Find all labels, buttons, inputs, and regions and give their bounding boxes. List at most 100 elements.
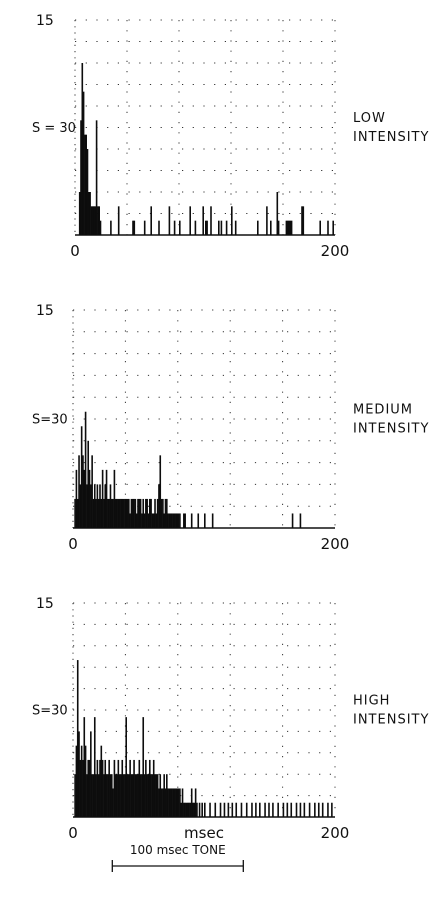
histogram-bar <box>86 484 88 528</box>
histogram-bar <box>163 774 165 817</box>
histogram-bar <box>120 498 122 528</box>
histogram-bar <box>231 206 233 235</box>
histogram-bar <box>142 498 145 528</box>
histogram-bar <box>150 774 152 817</box>
histogram-bar <box>202 206 204 235</box>
histogram-bar <box>76 498 79 528</box>
histogram-bar <box>107 498 109 528</box>
histogram-bar <box>79 759 82 817</box>
histogram-bar <box>151 513 154 528</box>
histogram-bar <box>214 802 217 817</box>
histogram-bar <box>125 717 127 817</box>
histogram-bar <box>317 802 320 817</box>
histogram-bar <box>197 513 200 528</box>
histogram-bar <box>90 731 92 817</box>
histogram-bar <box>204 802 206 817</box>
histogram-bar <box>121 759 124 817</box>
histogram-bar <box>166 774 168 817</box>
histogram-bar <box>93 484 96 528</box>
histogram-bar <box>172 513 175 528</box>
histogram-bar <box>171 513 173 528</box>
histogram-bar <box>301 206 303 235</box>
histogram-bar <box>159 774 162 817</box>
histogram-bar <box>251 802 253 817</box>
histogram-bar <box>204 513 206 528</box>
histogram-bar <box>116 774 118 817</box>
histogram-bar <box>205 220 207 235</box>
histogram-bar <box>223 802 226 817</box>
histogram-bar <box>290 802 293 817</box>
histogram-bar <box>276 192 279 235</box>
histogram-bar <box>266 206 268 235</box>
histogram-bar <box>108 759 110 817</box>
histogram-bar <box>99 484 101 528</box>
histogram-bar <box>177 788 180 817</box>
histogram-bar <box>160 788 163 817</box>
histogram-bar <box>270 220 272 235</box>
histogram-bar <box>137 498 139 528</box>
histogram-bar <box>91 206 94 235</box>
histogram-bar <box>168 206 171 235</box>
histogram-bar <box>167 788 169 817</box>
histogram-bar <box>160 498 163 528</box>
histogram-bar <box>92 774 95 817</box>
histogram-bar <box>128 498 130 528</box>
histogram-bar <box>133 220 136 235</box>
intensity-label-line1: MEDIUM <box>353 402 413 417</box>
histogram-bar <box>184 802 186 817</box>
histogram-bar <box>190 788 193 817</box>
histogram-bar <box>126 498 129 528</box>
histogram-bar <box>79 484 82 528</box>
histogram-bar <box>117 759 120 817</box>
histogram-bar <box>135 513 138 528</box>
histogram-bar <box>93 717 96 817</box>
histogram-bar <box>101 759 104 817</box>
histogram-bar <box>135 774 138 817</box>
histogram-bar <box>82 455 84 528</box>
histogram-bar <box>97 774 100 817</box>
histogram-bar <box>152 759 155 817</box>
histogram-bar <box>94 206 97 235</box>
histogram-bar <box>194 220 197 235</box>
histogram-bar <box>155 774 158 817</box>
histogram-bar <box>319 220 321 235</box>
histogram-bar <box>122 774 125 817</box>
histogram-bar <box>327 802 329 817</box>
histogram-bar <box>169 513 172 528</box>
panel-high: 15 S=30 HIGH INTENSITY 0 msec 200 <box>32 596 428 842</box>
histogram-bar <box>110 220 112 235</box>
histogram-bar <box>189 206 191 235</box>
histogram-bar <box>104 759 107 817</box>
histogram-bar <box>194 788 197 817</box>
histogram-bar <box>141 513 143 528</box>
histogram-bar <box>152 513 155 528</box>
tone-label: 100 msec TONE <box>130 843 226 857</box>
histogram-bar <box>103 498 105 528</box>
histogram-bar <box>143 513 146 528</box>
histogram-bar <box>179 220 181 235</box>
histogram-bar <box>184 513 186 528</box>
histogram-bar <box>133 498 135 528</box>
histogram-bar <box>110 774 113 817</box>
histogram-bar <box>172 788 175 817</box>
panel-low: 15 S = 30 LOW INTENSITY 0 200 <box>32 13 428 260</box>
x-tick-label: 0 <box>70 242 80 260</box>
histogram-bar <box>88 192 90 235</box>
histogram-bar <box>291 513 294 528</box>
histogram-bar <box>192 802 194 817</box>
histogram-bar <box>95 774 97 817</box>
histogram-bar <box>76 660 79 817</box>
x-tick-label: 200 <box>321 824 350 842</box>
histogram-bar <box>168 788 171 817</box>
histogram-bar <box>113 759 116 817</box>
histogram-bar <box>88 469 91 528</box>
s-label: S=30 <box>32 703 68 718</box>
histogram-bar <box>206 220 208 235</box>
histogram-bar <box>302 206 305 235</box>
histogram-bar <box>139 498 142 528</box>
histogram-bar <box>162 498 164 528</box>
histogram-bar <box>245 802 248 817</box>
histogram-bar <box>139 774 142 817</box>
histogram-bar <box>227 802 230 817</box>
